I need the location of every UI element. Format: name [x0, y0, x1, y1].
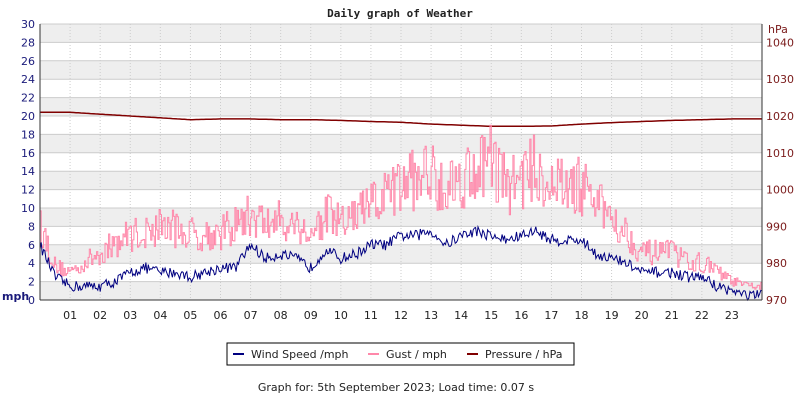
chart-title: Daily graph of Weather	[327, 7, 473, 20]
x-tick-label: 13	[424, 309, 438, 322]
left-tick-label: 0	[28, 294, 35, 307]
right-tick-label: 970	[766, 294, 787, 307]
x-tick-label: 19	[605, 309, 619, 322]
x-tick-label: 16	[514, 309, 528, 322]
right-tick-label: 1020	[766, 110, 794, 123]
x-tick-label: 02	[93, 309, 107, 322]
x-tick-label: 05	[183, 309, 197, 322]
x-tick-label: 01	[63, 309, 77, 322]
left-tick-label: 10	[21, 202, 35, 215]
left-tick-label: 6	[28, 239, 35, 252]
right-axis-label: hPa	[768, 23, 788, 36]
legend-label: Pressure / hPa	[485, 348, 563, 361]
x-tick-label: 06	[214, 309, 228, 322]
x-tick-label: 14	[454, 309, 468, 322]
left-tick-label: 14	[21, 165, 35, 178]
left-tick-label: 20	[21, 110, 35, 123]
left-tick-label: 8	[28, 220, 35, 233]
grid-band	[40, 281, 762, 300]
left-tick-label: 30	[21, 18, 35, 31]
legend-label: Gust / mph	[386, 348, 447, 361]
left-axis-label: mph	[2, 290, 29, 303]
left-tick-label: 22	[21, 92, 35, 105]
legend: Wind Speed /mph Gust / mph Pressure / hPa	[226, 342, 575, 366]
left-tick-label: 4	[28, 257, 35, 270]
wind-series-line	[39, 224, 763, 302]
right-tick-label: 1000	[766, 184, 794, 197]
x-tick-label: 10	[334, 309, 348, 322]
x-tick-label: 23	[725, 309, 739, 322]
wind-layer	[39, 224, 763, 302]
x-tick-label: 20	[635, 309, 649, 322]
left-tick-label: 18	[21, 128, 35, 141]
x-tick-label: 03	[123, 309, 137, 322]
left-tick-label: 16	[21, 147, 35, 160]
right-tick-label: 1010	[766, 147, 794, 160]
x-tick-label: 11	[364, 309, 378, 322]
x-tick-label: 08	[274, 309, 288, 322]
grid-band	[40, 244, 762, 264]
x-tick-label: 15	[484, 309, 498, 322]
left-tick-label: 24	[21, 73, 35, 86]
grid-band	[40, 97, 762, 116]
right-tick-label: 1040	[766, 36, 794, 49]
right-tick-label: 1030	[766, 73, 794, 86]
legend-label: Wind Speed /mph	[251, 348, 349, 361]
grid	[39, 23, 763, 301]
x-tick-label: 21	[665, 309, 679, 322]
legend-box	[226, 342, 575, 366]
pressure-layer	[40, 111, 762, 128]
right-tick-label: 980	[766, 257, 787, 270]
x-tick-label: 17	[544, 309, 558, 322]
x-tick-label: 18	[575, 309, 589, 322]
x-tick-label: 09	[304, 309, 318, 322]
axes: 0246810121416182022242628309709809901000…	[21, 18, 794, 322]
footer-text: Graph for: 5th September 2023; Load time…	[258, 381, 535, 394]
x-tick-label: 04	[153, 309, 167, 322]
gust-series-line	[40, 124, 763, 290]
right-tick-label: 990	[766, 220, 787, 233]
pressure-series-line	[40, 111, 762, 128]
left-tick-label: 12	[21, 184, 35, 197]
x-tick-label: 22	[695, 309, 709, 322]
left-tick-label: 2	[28, 276, 35, 289]
x-tick-label: 12	[394, 309, 408, 322]
left-tick-label: 26	[21, 55, 35, 68]
x-tick-label: 07	[244, 309, 258, 322]
left-tick-label: 28	[21, 36, 35, 49]
gust-layer	[40, 124, 763, 290]
